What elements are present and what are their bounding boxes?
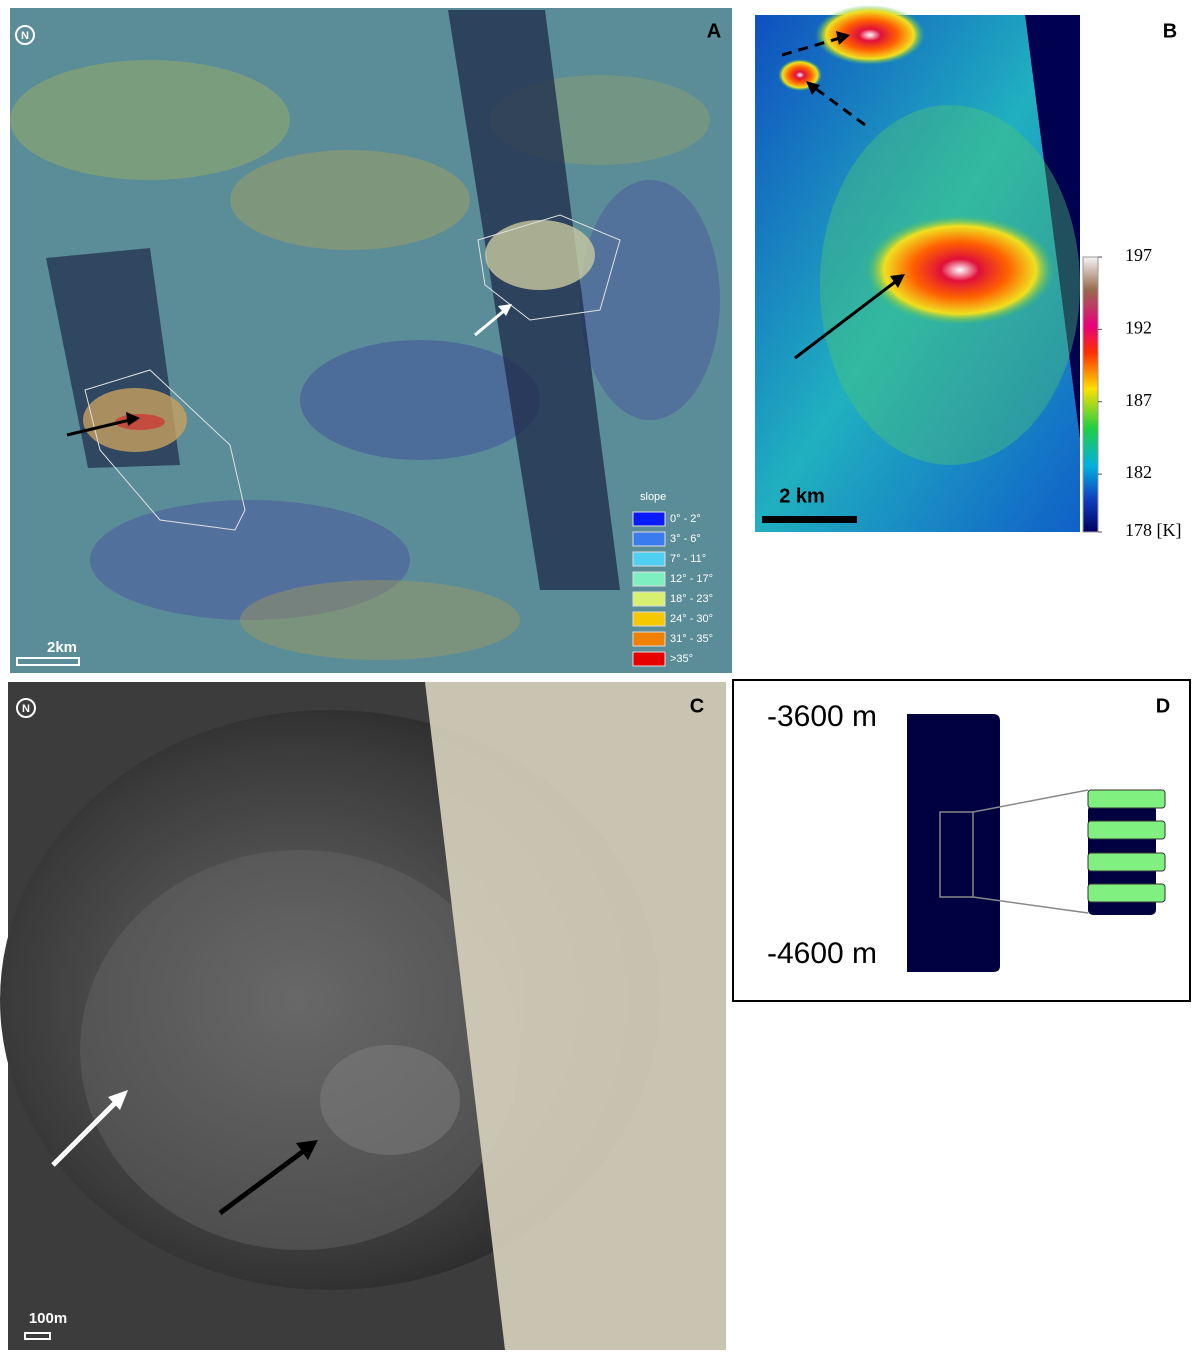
colorbar-tick-label: 187 [1125, 390, 1152, 410]
legend-swatch [633, 512, 665, 526]
colorbar-tick-label: 182 [1125, 462, 1152, 482]
legend-label: 0° - 2° [670, 513, 701, 525]
legend-swatch [633, 632, 665, 646]
legend-title: slope [640, 491, 666, 503]
legend-label: 18° - 23° [670, 593, 713, 605]
panel-b: 2 km B 197 192 187 182 178 [K] [755, 5, 1182, 540]
legend-swatch [633, 572, 665, 586]
colorbar-tick-label: 197 [1125, 245, 1152, 265]
legend-swatch [633, 532, 665, 546]
legend-label: >35° [670, 653, 693, 665]
elevation-bottom: -4600 m [767, 937, 877, 970]
legend-label: 7° - 11° [670, 553, 706, 565]
legend-label: 3° - 6° [670, 533, 701, 545]
legend-label: 24° - 30° [670, 613, 713, 625]
panel-label: A [707, 20, 721, 42]
legend-label: 12° - 17° [670, 573, 713, 585]
svg-text:N: N [21, 30, 29, 42]
column [907, 714, 1000, 972]
svg-text:N: N [22, 703, 30, 715]
elevation-top: -3600 m [767, 700, 877, 733]
legend-swatch [633, 592, 665, 606]
panel-label: D [1156, 695, 1170, 717]
legend-label: 31° - 35° [670, 633, 713, 645]
legend-swatch [633, 612, 665, 626]
colorbar-ticks: 197 192 187 182 178 [K] [1098, 245, 1182, 540]
legend-swatch [633, 552, 665, 566]
panel-d: D -3600 m -4600 m [733, 680, 1190, 1001]
scale-label: 2 km [779, 485, 825, 507]
scale-label: 2km [47, 639, 77, 656]
colorbar-tick-label: 192 [1125, 317, 1152, 337]
scale-bar [762, 516, 857, 523]
panel-label: B [1163, 20, 1177, 42]
panel-label: C [690, 695, 704, 717]
panel-a: N A 2km slope 0° - 2° 3° - 6° 7° - 11° 12° … [10, 8, 732, 673]
scale-label: 100m [29, 1310, 67, 1327]
figure: N A 2km slope 0° - 2° 3° - 6° 7° - 11° 12° … [0, 0, 1202, 1351]
colorbar-tick-label: 178 [K] [1125, 520, 1182, 540]
panel-c: N C 100m [0, 682, 726, 1350]
legend-swatch [633, 652, 665, 666]
colorbar [1083, 257, 1098, 532]
